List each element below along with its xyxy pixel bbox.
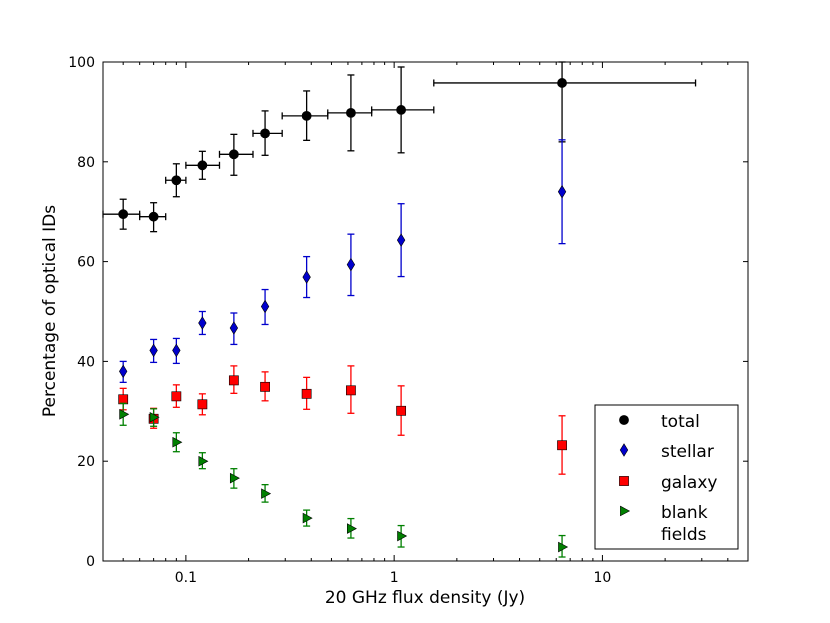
y-tick-label: 0 [86, 554, 95, 570]
legend-label-line: galaxy [661, 473, 717, 493]
x-tick-label: 0.1 [175, 570, 197, 586]
series-blank-fields [119, 402, 569, 558]
x-axis-label: 20 GHz flux density (Jy) [325, 588, 525, 608]
data-point [347, 523, 357, 534]
data-point [396, 105, 407, 115]
data-point [148, 211, 159, 222]
data-point [346, 107, 356, 118]
y-axis-label: Percentage of optical IDs [40, 205, 60, 417]
y-tick-label: 40 [77, 354, 95, 370]
x-tick-label: 10 [594, 570, 612, 586]
legend: total stellar galaxy blank fields [594, 404, 739, 550]
legend-label: galaxy [661, 473, 717, 493]
data-point [396, 405, 407, 416]
series-total [102, 61, 697, 233]
legend-label: stellar [661, 442, 714, 462]
data-point [396, 233, 406, 247]
data-point [171, 175, 182, 186]
data-point [397, 530, 408, 542]
data-point [197, 399, 208, 410]
data-point [557, 440, 567, 451]
data-point [260, 381, 270, 392]
legend-label: total [661, 412, 700, 432]
legend-marker [619, 443, 629, 457]
data-point [149, 343, 158, 358]
data-point [557, 78, 567, 88]
series-stellar [119, 139, 567, 384]
y-tick-label: 100 [68, 55, 95, 71]
data-point [149, 411, 160, 423]
data-point [198, 455, 209, 467]
data-point [260, 299, 270, 314]
data-point [172, 436, 183, 448]
data-point [302, 270, 311, 284]
data-point [301, 110, 312, 121]
data-point [118, 394, 129, 405]
legend-marker [619, 415, 629, 425]
data-point [197, 160, 208, 171]
data-point [118, 209, 129, 220]
data-point [119, 364, 128, 379]
data-point [346, 385, 356, 396]
legend-label-line: total [661, 412, 700, 432]
legend-label-line: fields [661, 525, 707, 545]
data-point [172, 343, 181, 358]
data-point [261, 488, 272, 499]
data-point [228, 149, 239, 160]
data-point [228, 375, 239, 386]
data-point [198, 316, 207, 330]
data-point [346, 257, 356, 272]
data-point [302, 512, 313, 524]
series-galaxy [118, 365, 567, 475]
legend-label: blank fields [661, 503, 708, 545]
plot-border [102, 61, 749, 562]
data-point [557, 184, 567, 199]
y-tick-label: 60 [77, 255, 95, 271]
y-tick-label: 80 [77, 155, 95, 171]
data-point [301, 388, 312, 399]
data-point [119, 408, 130, 420]
data-point [229, 472, 240, 484]
legend-label-line: stellar [661, 442, 714, 462]
axis-ticks: 0 20 40 60 80 100 0.1 1 10 [68, 55, 748, 586]
data-point [260, 128, 270, 139]
legend-marker [619, 476, 629, 486]
legend-label-line: blank [661, 503, 708, 523]
x-tick-label: 1 [390, 570, 399, 586]
data-marks [102, 61, 697, 558]
legend-marker [620, 505, 631, 517]
data-point [558, 541, 569, 553]
data-point [229, 321, 239, 335]
y-tick-label: 20 [77, 454, 95, 470]
data-point [171, 391, 182, 402]
legend-box [594, 404, 739, 550]
axes-frame [102, 61, 749, 562]
